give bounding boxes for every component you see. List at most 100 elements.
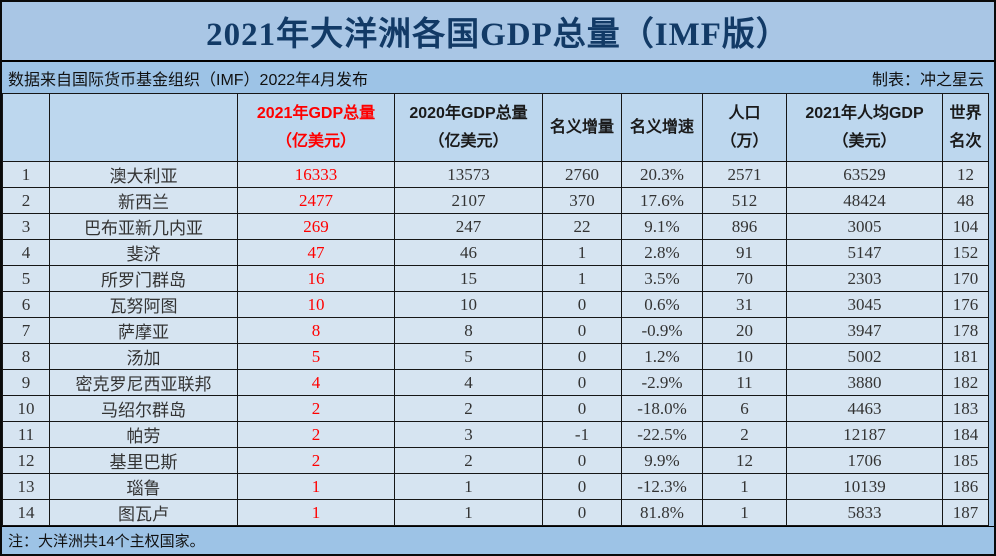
table-row: 7 萨摩亚 8 8 0 -0.9% 20 3947 178 [2, 317, 989, 344]
cell-delta: 2760 [542, 161, 622, 188]
table-row: 11 帕劳 2 3 -1 -22.5% 2 12187 184 [2, 421, 989, 448]
table-row: 10 马绍尔群岛 2 2 0 -18.0% 6 4463 183 [2, 395, 989, 422]
cell-rank: 13 [2, 473, 50, 500]
cell-growth: -18.0% [621, 395, 703, 422]
header-country [49, 93, 238, 162]
header-population: 人口 （万） [702, 93, 787, 162]
cell-population: 20 [702, 317, 787, 344]
cell-gdp2021: 1 [237, 499, 395, 526]
cell-rank: 14 [2, 499, 50, 526]
cell-percapita: 3947 [786, 317, 943, 344]
table-row: 14 图瓦卢 1 1 0 81.8% 1 5833 187 [2, 499, 989, 526]
cell-growth: 9.1% [621, 213, 703, 240]
header-nominal-growth: 名义增速 [621, 93, 703, 162]
cell-world-rank: 187 [942, 499, 989, 526]
cell-growth: 1.2% [621, 343, 703, 370]
cell-world-rank: 184 [942, 421, 989, 448]
cell-growth: -0.9% [621, 317, 703, 344]
cell-growth: 17.6% [621, 187, 703, 214]
cell-gdp2020: 2 [394, 395, 543, 422]
cell-country: 澳大利亚 [49, 161, 238, 188]
header-rank [2, 93, 50, 162]
cell-world-rank: 12 [942, 161, 989, 188]
cell-country: 萨摩亚 [49, 317, 238, 344]
cell-population: 896 [702, 213, 787, 240]
cell-population: 12 [702, 447, 787, 474]
cell-country: 瑙鲁 [49, 473, 238, 500]
cell-gdp2021: 2 [237, 395, 395, 422]
cell-delta: 0 [542, 473, 622, 500]
cell-country: 汤加 [49, 343, 238, 370]
table-body: 1 澳大利亚 16333 13573 2760 20.3% 2571 63529 12 2 新西兰 2… [2, 161, 989, 526]
cell-gdp2021: 10 [237, 291, 395, 318]
cell-percapita: 3045 [786, 291, 943, 318]
cell-delta: 0 [542, 291, 622, 318]
cell-gdp2021: 47 [237, 239, 395, 266]
cell-world-rank: 152 [942, 239, 989, 266]
header-gdp-per-capita: 2021年人均GDP （美元） [786, 93, 943, 162]
cell-gdp2020: 3 [394, 421, 543, 448]
cell-population: 512 [702, 187, 787, 214]
table-row: 8 汤加 5 5 0 1.2% 10 5002 181 [2, 343, 989, 370]
cell-rank: 5 [2, 265, 50, 292]
cell-gdp2021: 269 [237, 213, 395, 240]
cell-growth: 2.8% [621, 239, 703, 266]
cell-country: 密克罗尼西亚联邦 [49, 369, 238, 396]
cell-world-rank: 186 [942, 473, 989, 500]
table-row: 12 基里巴斯 2 2 0 9.9% 12 1706 185 [2, 447, 989, 474]
table-row: 13 瑙鲁 1 1 0 -12.3% 1 10139 186 [2, 473, 989, 500]
cell-population: 1 [702, 499, 787, 526]
cell-gdp2021: 16333 [237, 161, 395, 188]
cell-delta: 0 [542, 343, 622, 370]
cell-delta: 0 [542, 369, 622, 396]
cell-world-rank: 104 [942, 213, 989, 240]
cell-world-rank: 176 [942, 291, 989, 318]
cell-population: 2 [702, 421, 787, 448]
table-row: 5 所罗门群岛 16 15 1 3.5% 70 2303 170 [2, 265, 989, 292]
cell-growth: -2.9% [621, 369, 703, 396]
cell-delta: 1 [542, 265, 622, 292]
table-row: 2 新西兰 2477 2107 370 17.6% 512 48424 48 [2, 187, 989, 214]
cell-population: 2571 [702, 161, 787, 188]
cell-population: 91 [702, 239, 787, 266]
cell-growth: 20.3% [621, 161, 703, 188]
cell-world-rank: 183 [942, 395, 989, 422]
page-title: 2021年大洋洲各国GDP总量（IMF版） [206, 17, 790, 53]
cell-country: 瓦努阿图 [49, 291, 238, 318]
cell-gdp2020: 247 [394, 213, 543, 240]
cell-delta: 22 [542, 213, 622, 240]
cell-country: 基里巴斯 [49, 447, 238, 474]
cell-country: 巴布亚新几内亚 [49, 213, 238, 240]
cell-gdp2020: 15 [394, 265, 543, 292]
cell-rank: 6 [2, 291, 50, 318]
cell-percapita: 1706 [786, 447, 943, 474]
table-row: 9 密克罗尼西亚联邦 4 4 0 -2.9% 11 3880 182 [2, 369, 989, 396]
cell-growth: 81.8% [621, 499, 703, 526]
cell-gdp2020: 1 [394, 499, 543, 526]
header-gdp2020: 2020年GDP总量 （亿美元） [394, 93, 543, 162]
header-nominal-delta: 名义增量 [542, 93, 622, 162]
cell-percapita: 63529 [786, 161, 943, 188]
cell-country: 马绍尔群岛 [49, 395, 238, 422]
cell-population: 1 [702, 473, 787, 500]
cell-gdp2020: 10 [394, 291, 543, 318]
header-row: 2021年GDP总量 （亿美元） 2020年GDP总量 （亿美元） 名义增量 名… [2, 93, 989, 162]
cell-rank: 3 [2, 213, 50, 240]
cell-delta: 0 [542, 317, 622, 344]
cell-population: 31 [702, 291, 787, 318]
data-source-text: 数据来自国际货币基金组织（IMF）2022年4月发布 [8, 71, 369, 89]
cell-world-rank: 178 [942, 317, 989, 344]
cell-rank: 4 [2, 239, 50, 266]
cell-gdp2020: 13573 [394, 161, 543, 188]
cell-gdp2021: 8 [237, 317, 395, 344]
subtitle-bar: 数据来自国际货币基金组织（IMF）2022年4月发布 制表：冲之星云 [2, 62, 994, 93]
cell-gdp2020: 2 [394, 447, 543, 474]
cell-growth: 3.5% [621, 265, 703, 292]
cell-percapita: 3005 [786, 213, 943, 240]
cell-gdp2021: 16 [237, 265, 395, 292]
cell-delta: 0 [542, 447, 622, 474]
cell-rank: 7 [2, 317, 50, 344]
cell-rank: 12 [2, 447, 50, 474]
cell-percapita: 5002 [786, 343, 943, 370]
